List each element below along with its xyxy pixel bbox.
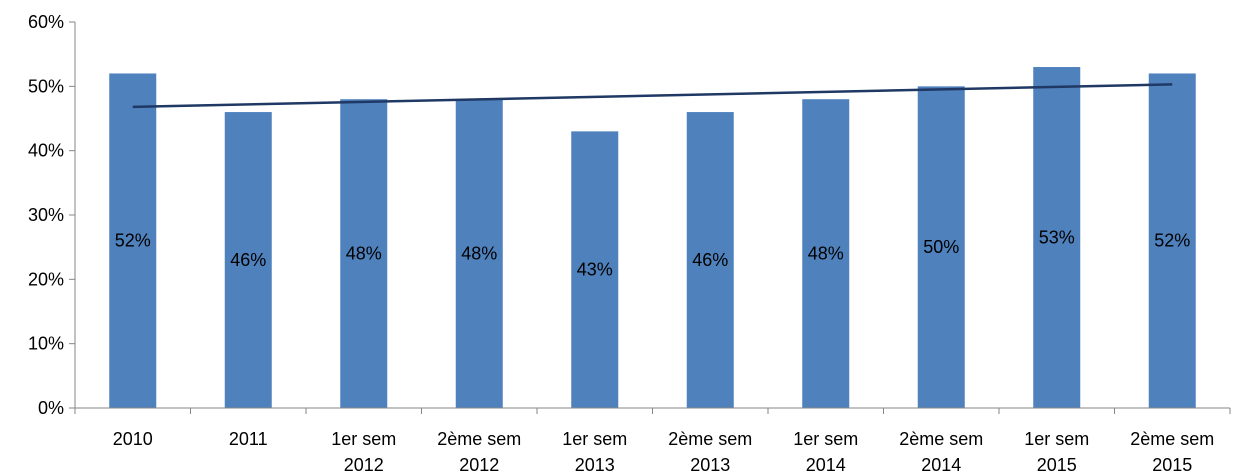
bar bbox=[802, 99, 850, 408]
x-tick-label: 2014 bbox=[921, 455, 961, 472]
data-label: 48% bbox=[346, 244, 382, 264]
bar bbox=[455, 99, 503, 408]
x-axis: 2010 2011 1er sem 2012 2ème sem 2012 1er sem 20… bbox=[74, 407, 1231, 472]
y-tick-label: 60% bbox=[28, 12, 64, 32]
data-labels: 52% 46% 48% 48% 43% 46% 48% 50% 53% 52% bbox=[115, 228, 1191, 280]
data-label: 48% bbox=[808, 244, 844, 264]
y-tick-label: 20% bbox=[28, 269, 64, 289]
x-tick-label: 2ème sem bbox=[1130, 429, 1214, 449]
x-tick-label: 2014 bbox=[806, 455, 846, 472]
y-axis: 0% 10% 20% 30% 40% 50% 60% bbox=[28, 12, 76, 418]
bar bbox=[686, 112, 734, 409]
x-tick-label: 2012 bbox=[459, 455, 499, 472]
x-tick-label: 1er sem bbox=[331, 429, 396, 449]
trendline bbox=[132, 83, 1173, 109]
data-label: 48% bbox=[461, 244, 497, 264]
data-label: 52% bbox=[115, 231, 151, 251]
bar bbox=[340, 99, 388, 408]
bar bbox=[571, 131, 619, 408]
data-label: 53% bbox=[1039, 228, 1075, 248]
y-tick-label: 30% bbox=[28, 205, 64, 225]
x-tick-label: 2013 bbox=[690, 455, 730, 472]
x-tick-label: 2011 bbox=[229, 429, 268, 449]
y-tick-label: 40% bbox=[28, 141, 64, 161]
y-tick-label: 0% bbox=[38, 398, 64, 418]
x-tick-label: 1er sem bbox=[793, 429, 858, 449]
x-tick-label: 2ème sem bbox=[668, 429, 752, 449]
x-tick-label: 2ème sem bbox=[437, 429, 521, 449]
x-tick-label: 2010 bbox=[113, 429, 153, 449]
bar bbox=[917, 86, 965, 408]
data-label: 43% bbox=[577, 260, 613, 280]
bar bbox=[224, 112, 272, 409]
x-tick-label: 2013 bbox=[575, 455, 615, 472]
bars bbox=[109, 67, 1196, 409]
x-tick-label: 1er sem bbox=[1024, 429, 1089, 449]
x-tick-label: 1er sem bbox=[562, 429, 627, 449]
bar bbox=[1033, 67, 1081, 409]
x-tick-label: 2015 bbox=[1037, 455, 1077, 472]
bar bbox=[109, 73, 157, 408]
data-label: 46% bbox=[692, 250, 728, 270]
x-tick-label: 2ème sem bbox=[899, 429, 983, 449]
x-tick-label: 2012 bbox=[344, 455, 384, 472]
y-tick-label: 10% bbox=[28, 334, 64, 354]
data-label: 52% bbox=[1154, 231, 1190, 251]
trendline-line bbox=[132, 83, 1173, 109]
bar bbox=[1148, 73, 1196, 408]
data-label: 50% bbox=[923, 237, 959, 257]
y-tick-label: 50% bbox=[28, 76, 64, 96]
data-label: 46% bbox=[230, 250, 266, 270]
x-tick-label: 2015 bbox=[1152, 455, 1192, 472]
